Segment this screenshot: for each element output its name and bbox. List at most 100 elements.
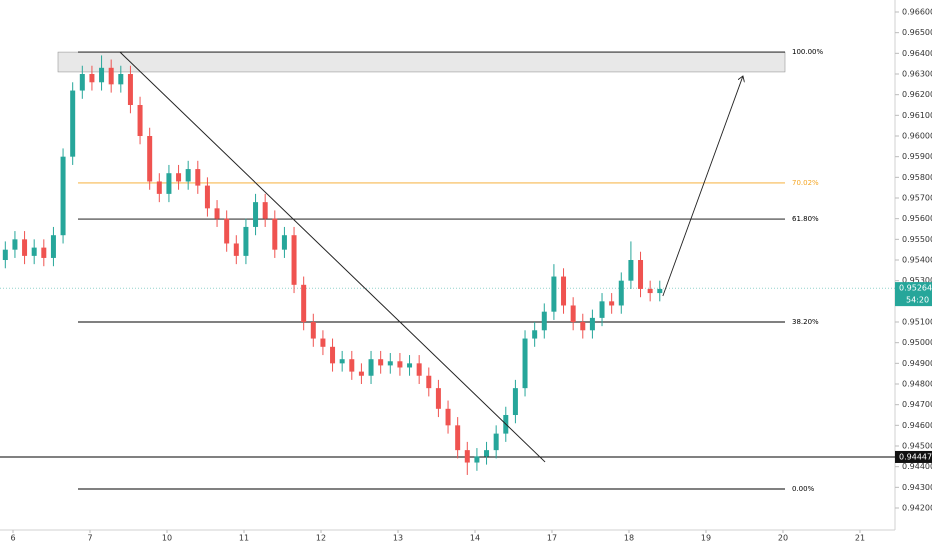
y-tick-label: 0.94700 bbox=[902, 400, 932, 409]
fib-label: 70.02% bbox=[792, 179, 819, 187]
y-tick-label: 0.95300 bbox=[902, 276, 932, 285]
candle-body bbox=[387, 361, 393, 366]
candle-body bbox=[127, 74, 133, 106]
x-tick-label: 18 bbox=[624, 534, 634, 543]
y-tick-label: 0.94400 bbox=[902, 462, 932, 471]
candle-body bbox=[166, 173, 172, 194]
candle-body bbox=[195, 169, 201, 186]
candle-body bbox=[618, 280, 624, 306]
candle-body bbox=[176, 173, 182, 182]
candle-body bbox=[12, 239, 18, 250]
candle-body bbox=[455, 425, 461, 451]
candle-body bbox=[426, 375, 432, 389]
candle-body bbox=[551, 276, 557, 312]
y-tick-label: 0.95000 bbox=[902, 338, 932, 347]
candle-body bbox=[330, 346, 336, 364]
candle-body bbox=[647, 288, 653, 294]
projection-arrow bbox=[662, 76, 743, 297]
candle-body bbox=[657, 288, 663, 294]
candle-body bbox=[522, 338, 528, 389]
candle-body bbox=[60, 156, 66, 236]
candle-body bbox=[464, 450, 470, 463]
x-tick-label: 6 bbox=[10, 534, 15, 543]
fib-label: 100.00% bbox=[792, 48, 823, 56]
candle-body bbox=[214, 208, 220, 219]
y-tick-label: 0.94800 bbox=[902, 380, 932, 389]
candle-body bbox=[339, 359, 345, 364]
x-tick-label: 19 bbox=[701, 534, 711, 543]
trend-line bbox=[119, 51, 546, 463]
candle-body bbox=[474, 456, 480, 463]
candle-body bbox=[2, 249, 8, 261]
y-tick-label: 0.96000 bbox=[902, 132, 932, 141]
candle-body bbox=[407, 363, 413, 368]
y-tick-label: 0.96300 bbox=[902, 70, 932, 79]
y-tick-label: 0.94500 bbox=[902, 442, 932, 451]
candle-body bbox=[243, 226, 249, 256]
candle-body bbox=[320, 338, 326, 347]
x-tick-label: 13 bbox=[393, 534, 403, 543]
candle-body bbox=[445, 408, 451, 426]
y-tick-label: 0.96600 bbox=[902, 8, 932, 17]
fib-label: 38.20% bbox=[792, 318, 819, 326]
y-tick-label: 0.94900 bbox=[902, 359, 932, 368]
candle-body bbox=[541, 311, 547, 331]
y-tick-label: 0.95700 bbox=[902, 194, 932, 203]
candle-body bbox=[532, 330, 538, 339]
x-tick-label: 14 bbox=[470, 534, 480, 543]
candle-body bbox=[638, 260, 644, 289]
y-tick-label: 0.96100 bbox=[902, 111, 932, 120]
candle-body bbox=[609, 301, 615, 306]
y-tick-label: 0.95600 bbox=[902, 214, 932, 223]
candle-body bbox=[435, 388, 441, 409]
candle-body bbox=[262, 202, 268, 219]
current-price-box bbox=[895, 282, 932, 307]
candle-body bbox=[561, 276, 567, 306]
candle-body bbox=[349, 359, 355, 372]
candle-body bbox=[233, 243, 239, 256]
candle-body bbox=[281, 235, 287, 250]
candle-body bbox=[512, 388, 518, 416]
candle-body bbox=[147, 136, 153, 182]
y-tick-label: 0.94600 bbox=[902, 421, 932, 430]
candle-body bbox=[378, 359, 384, 366]
x-tick-label: 7 bbox=[87, 534, 92, 543]
candle-body bbox=[41, 247, 47, 258]
candle-body bbox=[156, 181, 162, 194]
candle-body bbox=[291, 235, 297, 285]
fib-label: 61.80% bbox=[792, 215, 819, 223]
x-tick-label: 17 bbox=[547, 534, 557, 543]
y-tick-label: 0.94200 bbox=[902, 504, 932, 513]
candle-body bbox=[580, 322, 586, 331]
candle-body bbox=[99, 67, 105, 83]
candle-body bbox=[89, 74, 95, 83]
candle-body bbox=[118, 74, 124, 85]
x-tick-label: 21 bbox=[855, 534, 865, 543]
y-tick-label: 0.95500 bbox=[902, 235, 932, 244]
y-tick-label: 0.95100 bbox=[902, 318, 932, 327]
x-tick-label: 20 bbox=[778, 534, 788, 543]
candle-body bbox=[416, 363, 422, 376]
candle-body bbox=[137, 105, 143, 137]
supply-zone bbox=[57, 51, 786, 73]
current-price-label: 0.95264 bbox=[899, 284, 932, 293]
y-tick-label: 0.96200 bbox=[902, 90, 932, 99]
candle-body bbox=[272, 218, 278, 250]
x-tick-label: 10 bbox=[162, 534, 172, 543]
y-tick-label: 0.94300 bbox=[902, 483, 932, 492]
candle-body bbox=[70, 90, 76, 157]
candle-body bbox=[108, 67, 114, 85]
candle-body bbox=[31, 247, 37, 256]
y-tick-label: 0.95900 bbox=[902, 152, 932, 161]
candle-body bbox=[493, 433, 499, 451]
candle-body bbox=[204, 185, 210, 209]
y-tick-label: 0.96400 bbox=[902, 49, 932, 58]
support-price-label: 0.94447 bbox=[899, 452, 932, 461]
candle-body bbox=[22, 239, 28, 256]
candle-body bbox=[599, 301, 605, 318]
countdown-label: 54:20 bbox=[906, 296, 929, 305]
candle-body bbox=[368, 359, 374, 376]
candle-body bbox=[628, 260, 634, 281]
y-tick-label: 0.95400 bbox=[902, 256, 932, 265]
